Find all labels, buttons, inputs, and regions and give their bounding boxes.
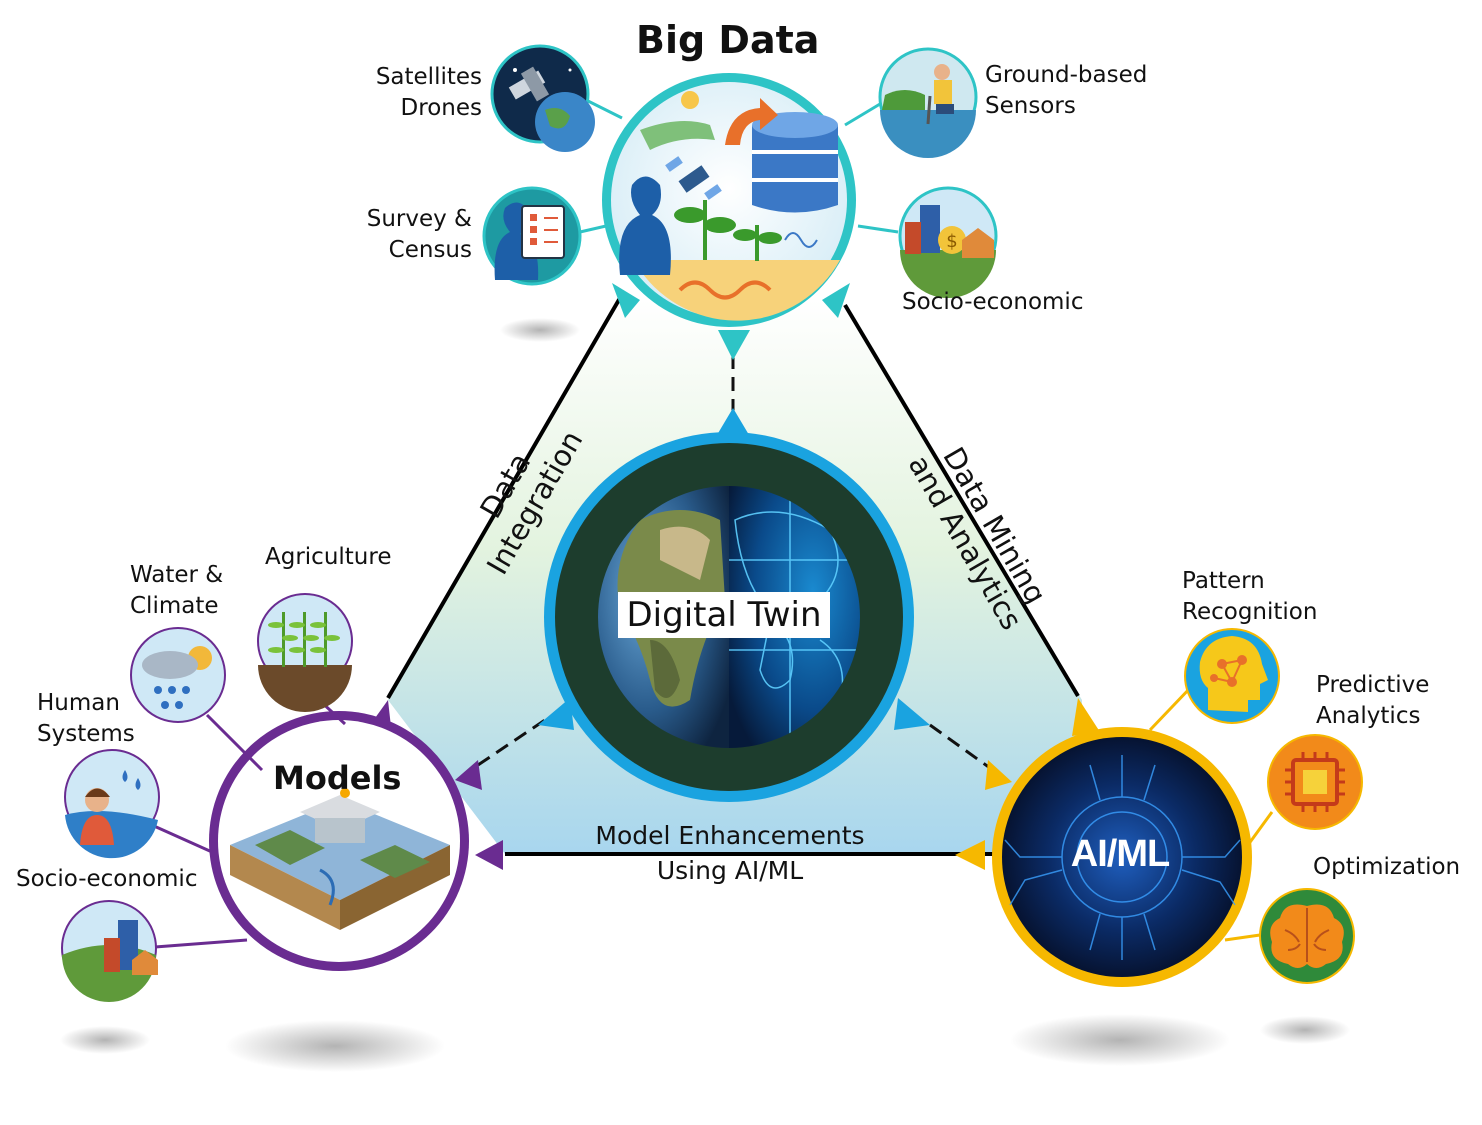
edge-left (386, 296, 622, 700)
label-line: Satellites (375, 64, 482, 90)
agriculture-icon (257, 593, 353, 712)
ground-sensor-icon (878, 47, 978, 158)
arrow-models-bottom (475, 840, 503, 870)
arrow-center-right (894, 698, 930, 730)
watershed-model-illustration (230, 788, 450, 930)
arrow-center-top (714, 408, 752, 440)
shadow (60, 1026, 150, 1054)
arrow-bigdata-left (612, 283, 640, 318)
label-line: Census (388, 237, 472, 263)
label-line: Pattern (1182, 568, 1265, 594)
socio-economic-icon: $ (898, 186, 998, 298)
shadow (1010, 1014, 1230, 1066)
survey-census-icon (482, 186, 582, 286)
label-line: Predictive (1316, 672, 1430, 698)
models-hub (209, 711, 469, 971)
label-line: Using AI/ML (656, 856, 804, 885)
satellite-drone-icon (490, 44, 595, 152)
label-line: Systems (37, 721, 135, 747)
label-line: Drones (400, 95, 482, 121)
river-icon (640, 121, 715, 150)
label-line: Survey & (366, 206, 472, 232)
optimization-brain-icon (1259, 888, 1355, 984)
arrow-bigdata-right (822, 283, 850, 318)
label-line: Recognition (1182, 599, 1318, 625)
arrow-aiml-bottom (955, 840, 985, 870)
person-silhouette-icon (619, 176, 671, 275)
arrow-models-right (455, 760, 482, 790)
label-line: Model Enhancements (595, 821, 865, 850)
plant-icon (674, 200, 782, 261)
circuit-lines (1004, 755, 1241, 960)
label-predictive-analytics: Predictive Analytics (1316, 670, 1429, 732)
models-title: Models (273, 759, 402, 797)
label-agriculture: Agriculture (265, 544, 392, 570)
label-survey-census: Survey & Census (358, 204, 472, 266)
label-line: Ground-based (985, 62, 1148, 88)
label-line: Sensors (985, 93, 1076, 119)
label-line: Human (37, 690, 120, 716)
predictive-analytics-icon (1267, 734, 1363, 830)
arrow-curve-icon (725, 98, 778, 145)
label-satellites-drones: Satellites Drones (362, 62, 482, 124)
svg-text:$: $ (946, 231, 957, 252)
label-pattern-recognition: Pattern Recognition (1182, 566, 1317, 628)
database-icon (752, 117, 838, 213)
human-systems-icon (64, 749, 160, 859)
label-line: Water & (130, 562, 224, 588)
label-optimization: Optimization (1313, 854, 1461, 880)
connector-left (477, 718, 546, 767)
pattern-recognition-icon (1184, 628, 1280, 724)
big-data-hub (602, 73, 856, 327)
label-line: Analytics (1316, 703, 1421, 729)
satellite-icon (665, 156, 722, 200)
arrow-aiml-left (985, 760, 1012, 790)
socio-economic-icon (61, 900, 158, 1002)
label-water-climate: Water & Climate (130, 560, 223, 622)
shadow (1260, 1016, 1350, 1044)
label-ground-sensors: Ground-based Sensors (985, 60, 1147, 122)
shadow (225, 1020, 445, 1072)
aiml-hub (992, 727, 1252, 987)
arrow-center-left (538, 698, 574, 730)
aiml-title: AI/ML (1070, 833, 1170, 875)
shadow (500, 318, 580, 342)
edge-right (843, 303, 1080, 698)
label-socio-economic-data: Socio-economic (902, 289, 1084, 315)
edge-label-model-enhancements: Model Enhancements Using AI/ML (560, 818, 900, 888)
label-line: Climate (130, 593, 219, 619)
connector-right (929, 723, 991, 770)
big-data-title: Big Data (636, 18, 820, 62)
label-human-systems: Human Systems (37, 688, 135, 750)
digital-twin-title: Digital Twin (618, 592, 830, 638)
arrow-aiml-top (1072, 698, 1100, 736)
label-socio-economic-models: Socio-economic (16, 866, 198, 892)
arrow-bigdata-bottom (718, 330, 750, 360)
water-climate-icon (130, 627, 226, 723)
